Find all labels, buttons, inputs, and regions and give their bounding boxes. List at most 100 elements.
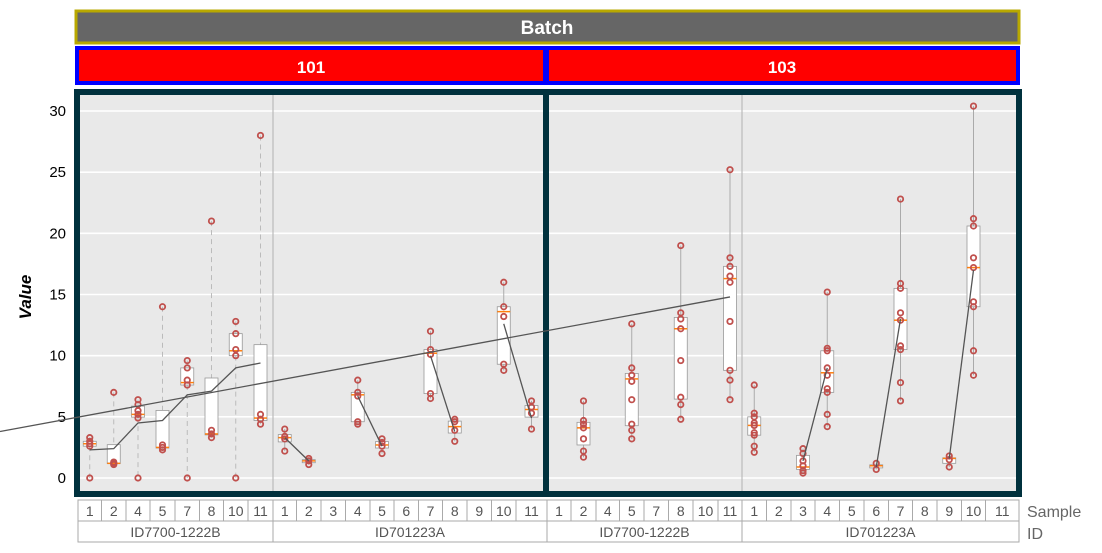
data-point (677, 309, 685, 317)
data-point (750, 442, 758, 450)
sample-label: 11 (253, 503, 268, 519)
sample-label: 10 (496, 503, 512, 519)
sample-label: 1 (555, 503, 563, 519)
data-point (451, 437, 459, 445)
data-point (823, 385, 831, 393)
data-point (158, 443, 167, 452)
y-tick-label: 0 (58, 470, 66, 487)
sample-label: 3 (799, 503, 807, 519)
trend-line (875, 318, 902, 468)
facet-strip-103 (545, 46, 1020, 85)
data-point (726, 317, 734, 326)
id-label: ID701223A (375, 524, 446, 540)
sample-label: 6 (402, 503, 410, 519)
data-point (232, 474, 240, 482)
data-point (677, 393, 685, 401)
data-point (969, 347, 978, 355)
data-point (500, 360, 508, 368)
data-point (628, 420, 636, 428)
sample-label: 7 (427, 503, 435, 519)
data-point (628, 364, 636, 372)
data-point (628, 371, 636, 379)
data-point (823, 344, 831, 352)
data-point (354, 392, 362, 400)
data-point (158, 441, 167, 449)
id-label: ID701223A (845, 524, 916, 540)
y-axis: 0 5 10 15 20 25 30 (49, 103, 66, 487)
data-point (726, 254, 734, 262)
data-point (232, 345, 240, 354)
y-tick-label: 10 (49, 348, 66, 365)
data-point (677, 400, 685, 409)
data-point (628, 435, 636, 443)
data-point (579, 416, 588, 425)
data-point (945, 452, 953, 460)
facet-strip-101 (75, 46, 547, 85)
box (423, 349, 438, 394)
data-point (86, 437, 94, 445)
data-point (207, 430, 216, 438)
sample-label: 10 (228, 503, 244, 519)
data-point (500, 278, 508, 286)
data-point (183, 474, 191, 482)
box (496, 306, 511, 365)
data-point (677, 241, 685, 250)
data-point (896, 378, 905, 387)
data-point (726, 366, 734, 374)
data-point (677, 415, 685, 423)
data-point (726, 376, 734, 384)
data-point (86, 434, 94, 442)
data-point (207, 426, 216, 434)
data-point (158, 303, 167, 311)
grid-lines (80, 95, 1016, 491)
data-point (305, 457, 313, 465)
trend-line (429, 355, 456, 432)
data-point (378, 449, 386, 458)
data-point (677, 356, 685, 365)
data-point (628, 320, 636, 328)
data-point (500, 303, 508, 311)
sample-label: 7 (183, 503, 191, 519)
title-strip (74, 9, 1021, 45)
sample-label: 5 (628, 503, 636, 519)
chart-title: Batch (521, 18, 574, 39)
data-point (628, 396, 636, 404)
strip-label-sample: Sample (1027, 504, 1081, 521)
data-point (426, 389, 435, 398)
sample-label: 7 (652, 503, 660, 519)
sample-label: 5 (848, 503, 856, 519)
data-point (354, 376, 362, 384)
data-point (579, 435, 588, 443)
data-point (378, 435, 386, 443)
data-point (207, 217, 216, 225)
data-point (969, 102, 978, 110)
sample-label: 4 (604, 503, 612, 519)
data-point (232, 330, 240, 338)
y-tick-label: 30 (49, 103, 66, 120)
data-point (281, 447, 289, 455)
data-point (969, 254, 978, 262)
sample-label: 8 (208, 503, 216, 519)
data-point (426, 327, 435, 335)
data-point (281, 432, 289, 441)
plot-marks (0, 102, 981, 482)
data-point (451, 415, 459, 423)
data-point (799, 469, 807, 477)
data-point (750, 429, 758, 437)
data-point (823, 364, 831, 372)
sample-label: 4 (823, 503, 831, 519)
panel-103-background (543, 89, 1022, 497)
sample-label: 11 (723, 503, 738, 519)
data-point (256, 410, 265, 418)
data-point (183, 364, 191, 372)
data-point (799, 457, 807, 465)
sample-label: 7 (897, 503, 905, 519)
data-point (969, 215, 978, 223)
sample-label: 11 (524, 503, 539, 519)
y-tick-label: 20 (49, 225, 66, 242)
data-point (207, 434, 216, 442)
sample-label: 8 (677, 503, 685, 519)
data-point (969, 222, 978, 230)
